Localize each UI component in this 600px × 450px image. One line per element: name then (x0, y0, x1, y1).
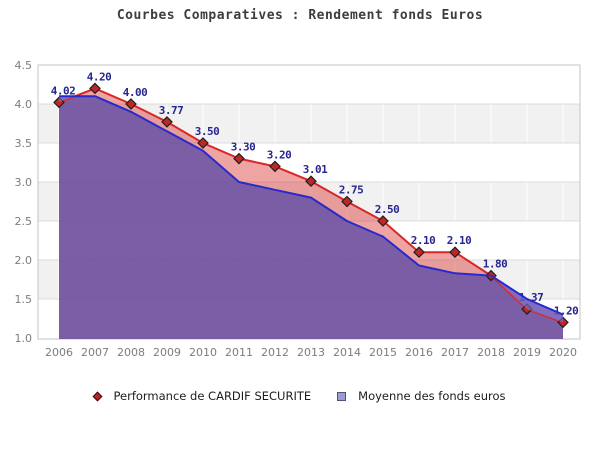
x-tick-label: 2006 (45, 346, 73, 359)
x-tick-label: 2020 (549, 346, 577, 359)
x-tick-label: 2017 (441, 346, 469, 359)
data-point-label: 3.01 (303, 163, 328, 176)
y-tick-label: 1.5 (15, 293, 33, 306)
chart-title: Courbes Comparatives : Rendement fonds E… (116, 8, 484, 23)
data-point-marker (197, 137, 209, 149)
legend-label-cardif: Performance de CARDIF SECURITE (113, 389, 312, 403)
x-axis-labels: 2006 2007 2008 2009 2010 2011 2012 2013 … (45, 346, 577, 359)
data-point-marker (89, 82, 101, 95)
data-point-label: 3.50 (195, 125, 220, 138)
data-point-label: 2.50 (375, 203, 400, 216)
data-point-label: 4.00 (123, 86, 148, 99)
legend-label-moyenne: Moyenne des fonds euros (358, 389, 506, 403)
legend-item-moyenne: Moyenne des fonds euros (337, 389, 506, 403)
data-point-marker (125, 98, 137, 110)
x-tick-label: 2007 (81, 346, 109, 359)
moyenne-area (59, 96, 563, 339)
data-point-label: 3.77 (159, 104, 184, 117)
y-tick-label: 2.5 (15, 215, 33, 228)
data-point-label: 2.10 (447, 234, 472, 247)
data-point-label: 3.20 (267, 148, 292, 161)
x-tick-label: 2010 (189, 346, 217, 359)
x-tick-label: 2016 (405, 346, 433, 359)
diamond-marker-icon (93, 391, 103, 401)
data-point-label: 3.30 (231, 141, 256, 154)
x-tick-label: 2013 (297, 346, 325, 359)
data-point-label: 2.10 (411, 234, 436, 247)
data-point-marker (413, 246, 425, 259)
x-tick-label: 2018 (477, 346, 505, 359)
data-point-marker (305, 175, 317, 188)
data-point-marker (269, 160, 281, 173)
cardif-point-labels: 4.02 4.20 4.00 3.77 3.50 3.30 3.20 3.01 … (51, 70, 579, 317)
y-tick-label: 2.0 (15, 254, 33, 267)
data-point-marker (161, 116, 173, 128)
moyenne-line (59, 95, 564, 316)
x-tick-label: 2011 (225, 346, 253, 359)
data-point-label: 4.20 (87, 70, 112, 83)
x-tick-label: 2012 (261, 346, 289, 359)
cardif-above-area (75, 88, 491, 276)
y-axis-labels: 4.5 4.0 3.5 3.0 2.5 2.0 1.5 1.0 (15, 59, 33, 345)
x-tick-label: 2014 (333, 346, 361, 359)
legend-item-cardif: Performance de CARDIF SECURITE (93, 389, 312, 403)
x-tick-label: 2008 (117, 346, 145, 359)
x-tick-label: 2015 (369, 346, 397, 359)
x-tick-label: 2019 (513, 346, 541, 359)
data-point-marker (449, 246, 461, 259)
data-point-label: 2.75 (339, 184, 364, 197)
y-tick-label: 1.0 (15, 332, 33, 345)
data-point-marker (377, 215, 389, 227)
y-tick-label: 4.0 (15, 98, 33, 111)
x-tick-label: 2009 (153, 346, 181, 359)
legend: Performance de CARDIF SECURITE Moyenne d… (0, 389, 600, 403)
y-tick-label: 4.5 (15, 59, 33, 72)
data-point-label: 4.02 (51, 84, 76, 97)
data-point-label: 1.80 (483, 258, 508, 271)
y-tick-label: 3.5 (15, 137, 33, 150)
data-point-marker (233, 152, 245, 165)
square-marker-icon (337, 391, 347, 401)
y-tick-label: 3.0 (15, 176, 33, 189)
data-point-marker (341, 195, 353, 208)
